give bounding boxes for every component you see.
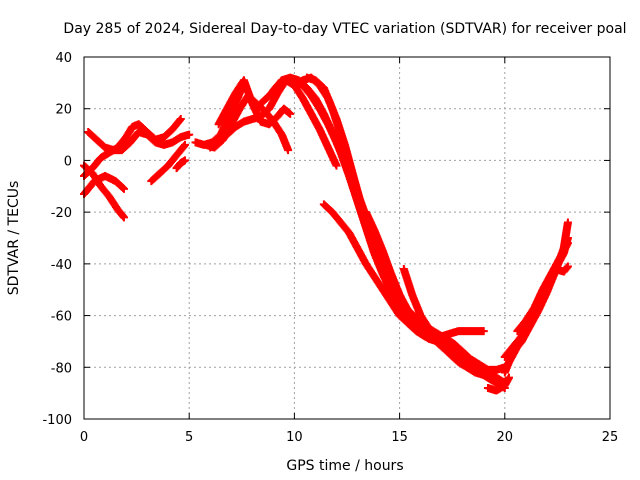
- y-tick-label: -40: [51, 258, 72, 273]
- data-point: [505, 373, 514, 382]
- y-tick-label: -20: [51, 206, 72, 221]
- data-point: [284, 146, 293, 155]
- x-tick-label: 25: [602, 430, 619, 445]
- x-tick-label: 20: [497, 430, 514, 445]
- y-tick-label: -80: [51, 361, 72, 376]
- y-tick-label: 40: [55, 51, 72, 66]
- data-point: [119, 213, 128, 222]
- data-point: [563, 218, 572, 227]
- y-tick-label: -60: [51, 310, 72, 325]
- axis-ticks: 0 5 10 15 20 25 -100 -80 -60 -40 -20 0 20 40: [42, 51, 618, 445]
- chart-title: Day 285 of 2024, Sidereal Day-to-day VTE…: [63, 21, 626, 37]
- x-tick-label: 5: [185, 430, 193, 445]
- y-tick-label: 20: [55, 103, 72, 118]
- x-tick-label: 10: [286, 430, 303, 445]
- data-point: [176, 115, 185, 124]
- data-point: [479, 327, 488, 336]
- data-point: [332, 161, 341, 170]
- data-point: [180, 140, 189, 149]
- y-tick-label: 0: [64, 154, 72, 169]
- y-axis-label: SDTVAR / TECUs: [6, 181, 22, 296]
- y-tick-label: -100: [42, 413, 72, 428]
- data-point: [119, 184, 128, 193]
- x-tick-label: 15: [391, 430, 408, 445]
- x-axis-label: GPS time / hours: [286, 458, 403, 474]
- data-points: [80, 73, 572, 395]
- data-point: [286, 109, 295, 118]
- data-point: [185, 130, 194, 139]
- x-tick-label: 0: [80, 430, 88, 445]
- plot-frame: [83, 56, 611, 420]
- data-point: [180, 156, 189, 165]
- grid-lines: [84, 57, 610, 419]
- data-point: [563, 262, 572, 271]
